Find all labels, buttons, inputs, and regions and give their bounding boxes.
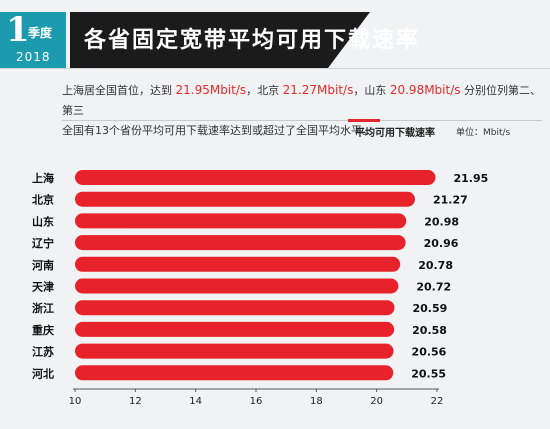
summary-text-1: 上海居全国首位，达到 — [62, 84, 172, 97]
summary-line-1: 上海居全国首位，达到 21.95Mbit/s，北京 21.27Mbit/s，山东… — [62, 80, 542, 121]
category-label-5: 天津 — [32, 280, 54, 294]
summary-text-2: ，北京 — [246, 84, 280, 97]
category-label-3: 辽宁 — [32, 236, 54, 250]
value-label-1: 21.27 — [433, 194, 468, 207]
bar-2 — [75, 213, 407, 229]
quarter-number: 1 — [6, 10, 30, 50]
x-tick-label-1: 12 — [129, 396, 142, 407]
bar-6 — [75, 300, 395, 316]
value-label-4: 20.78 — [418, 259, 453, 272]
category-label-9: 河北 — [32, 366, 54, 380]
value-label-2: 20.98 — [424, 215, 459, 228]
value-label-5: 20.72 — [416, 281, 451, 294]
summary-value-shandong: 20.98Mbit/s — [389, 83, 461, 97]
category-label-1: 北京 — [32, 193, 54, 207]
x-tick-label-3: 16 — [250, 396, 263, 407]
category-label-6: 浙江 — [32, 301, 54, 315]
title-banner — [70, 12, 370, 68]
x-tick-label-2: 14 — [189, 396, 202, 407]
summary-value-beijing: 21.27Mbit/s — [282, 83, 354, 97]
chart-unit: 单位：Mbit/s — [456, 128, 511, 138]
x-tick-label-6: 22 — [431, 396, 444, 407]
value-label-0: 21.95 — [453, 172, 488, 185]
divider-accent — [348, 119, 380, 122]
bar-4 — [75, 256, 401, 272]
x-tick-label-4: 18 — [310, 396, 323, 407]
chart-ylabel: 平均可用下载速率 — [355, 128, 435, 139]
value-label-8: 20.56 — [412, 346, 447, 359]
quarter-badge: 1 季度 2018 — [0, 10, 66, 68]
category-label-7: 重庆 — [32, 323, 54, 337]
summary-divider — [62, 119, 542, 122]
page-title: 各省固定宽带平均可用下载速率 — [84, 28, 421, 53]
bar-5 — [75, 278, 399, 294]
bar-9 — [75, 365, 394, 381]
category-label-8: 江苏 — [32, 345, 54, 359]
bar-3 — [75, 235, 406, 251]
summary-text: 上海居全国首位，达到 21.95Mbit/s，北京 21.27Mbit/s，山东… — [62, 80, 542, 141]
summary-line-2: 全国有13个省份平均可用下载速率达到或超过了全国平均水平。 — [62, 124, 373, 137]
quarter-unit: 季度 — [28, 26, 53, 40]
summary-text-4: 分别位列第二、第三 — [62, 84, 542, 117]
header-divider — [0, 68, 550, 69]
value-label-7: 20.58 — [412, 324, 447, 337]
summary-text-3: ，山东 — [353, 84, 387, 97]
category-label-2: 山东 — [32, 214, 54, 228]
bar-7 — [75, 321, 395, 337]
value-label-9: 20.55 — [411, 367, 446, 380]
category-label-4: 河南 — [32, 258, 54, 272]
x-tick-label-0: 10 — [69, 396, 82, 407]
category-label-0: 上海 — [32, 171, 54, 185]
bar-8 — [75, 343, 394, 359]
bar-0 — [75, 170, 436, 185]
value-label-3: 20.96 — [424, 237, 459, 250]
quarter-year: 2018 — [16, 50, 51, 64]
bar-1 — [75, 191, 415, 207]
x-tick-label-5: 20 — [370, 396, 383, 407]
summary-value-shanghai: 21.95Mbit/s — [175, 83, 247, 97]
value-label-6: 20.59 — [412, 302, 447, 315]
header: 1 季度 2018 各省固定宽带平均可用下载速率 — [0, 10, 550, 68]
